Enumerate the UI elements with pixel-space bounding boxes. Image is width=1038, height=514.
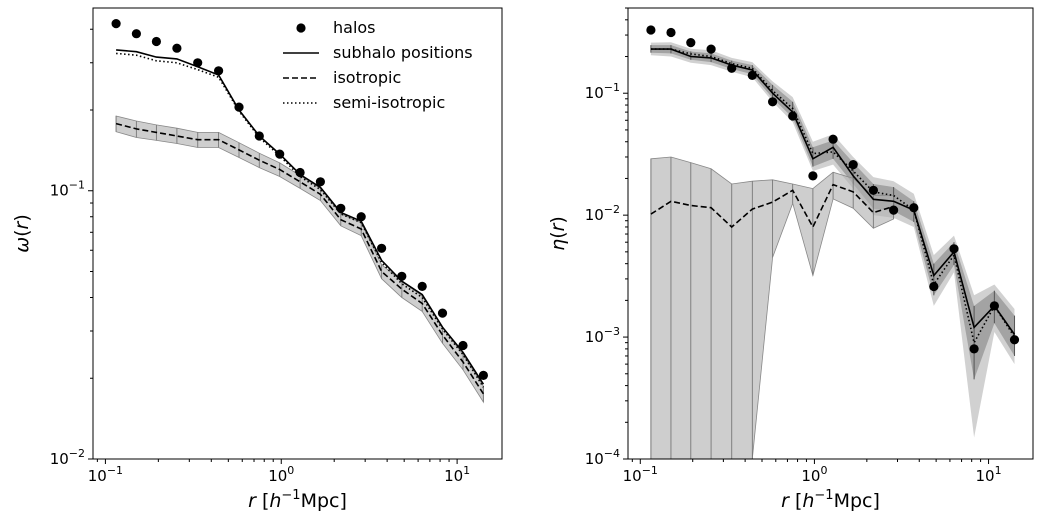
halo-point xyxy=(646,25,656,35)
x-tick-label: 100 xyxy=(268,464,294,485)
halo-point xyxy=(788,111,798,121)
halo-point xyxy=(214,66,224,76)
halo-point xyxy=(666,27,676,38)
halo-point xyxy=(808,171,818,181)
legend-label: isotropic xyxy=(333,68,401,87)
series-isotropic-line xyxy=(650,183,894,229)
halo-point xyxy=(1009,335,1020,345)
halo-point xyxy=(929,281,939,292)
halo-point xyxy=(458,340,468,351)
halo-point xyxy=(478,370,488,380)
x-tick-label: 10−1 xyxy=(623,464,658,485)
legend-label: semi-isotropic xyxy=(333,93,445,112)
x-tick-label: 101 xyxy=(976,464,1002,485)
halo-point xyxy=(949,244,959,254)
legend-label: subhalo positions xyxy=(333,43,473,62)
halo-point xyxy=(437,308,448,318)
plot-area xyxy=(111,19,488,404)
halo-point xyxy=(315,177,325,187)
halo-point xyxy=(686,38,696,48)
halo-point xyxy=(417,281,427,291)
halo-point xyxy=(234,102,244,112)
y-tick-label: 10−1 xyxy=(585,81,620,102)
y-tick-label: 10−1 xyxy=(50,179,85,200)
halo-point xyxy=(356,212,366,222)
isotropic-band xyxy=(115,115,484,404)
halo-point xyxy=(275,149,285,159)
y-tick-label: 10−3 xyxy=(585,325,620,346)
halo-point xyxy=(336,203,346,213)
halo-point xyxy=(172,43,182,53)
legend-label: halos xyxy=(333,18,376,37)
halo-point xyxy=(727,63,737,73)
y-axis-label: η(r) xyxy=(547,216,569,251)
legend-marker-halos xyxy=(296,23,306,33)
halo-point xyxy=(193,58,203,68)
halo-point xyxy=(377,243,387,253)
halo-point xyxy=(969,344,979,354)
uncertainty-band-inner xyxy=(650,45,1015,380)
halo-point xyxy=(295,167,305,178)
y-tick-label: 10−4 xyxy=(585,447,620,468)
halo-point xyxy=(828,134,838,144)
y-axis-label: ω(r) xyxy=(11,214,33,253)
x-axis-label: r [h−1Mpc] xyxy=(248,488,347,512)
series-semi-isotropic-line xyxy=(650,48,1016,345)
halo-point xyxy=(868,185,879,195)
halo-point xyxy=(397,271,407,281)
plot-area xyxy=(646,25,1020,459)
halo-point xyxy=(151,36,161,47)
x-axis-label: r [h−1Mpc] xyxy=(781,488,880,512)
halo-point xyxy=(706,44,716,54)
halo-point xyxy=(909,203,919,213)
x-tick-label: 100 xyxy=(801,464,827,485)
axes-frame xyxy=(627,7,1034,460)
halo-point xyxy=(254,131,264,141)
x-tick-label: 101 xyxy=(444,464,470,485)
legend: halos subhalo positions isotropic semi-isot… xyxy=(283,18,473,112)
halo-point xyxy=(747,70,757,80)
halo-point xyxy=(131,29,141,39)
halo-point xyxy=(989,301,1000,311)
series-isotropic-line xyxy=(115,122,485,395)
halo-point xyxy=(768,97,778,107)
halo-point xyxy=(111,19,121,29)
y-tick-label: 10−2 xyxy=(50,447,85,468)
isotropic-band xyxy=(650,156,894,459)
halo-point xyxy=(848,160,858,170)
axes-frame xyxy=(92,7,503,460)
y-tick-label: 10−2 xyxy=(585,203,620,224)
eta-panel: 10−1 100 101 10−4 10−3 10−2 10−1 r [h−1Mpc] η(r) xyxy=(547,7,1034,512)
x-tick-label: 10−1 xyxy=(88,464,123,485)
halo-point xyxy=(889,205,899,215)
uncertainty-band-outer xyxy=(650,42,1015,438)
